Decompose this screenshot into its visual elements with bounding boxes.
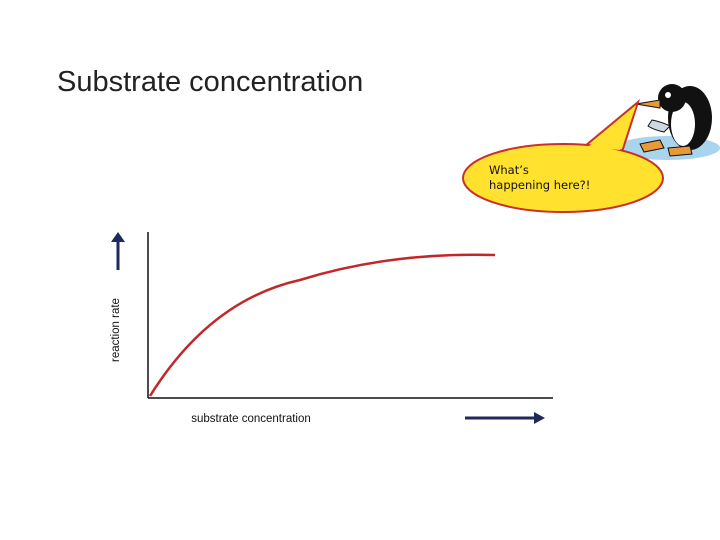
callout-text: What’s [489, 163, 529, 177]
x-arrow-head [534, 412, 545, 424]
y-arrow-head [111, 232, 125, 242]
callout-text: happening here?! [489, 178, 590, 192]
x-axis-label: substrate concentration [191, 413, 311, 425]
speech-bubble: What’s happening here?! [462, 99, 664, 213]
penguin-illustration [616, 84, 720, 160]
graph: reaction rate substrate concentration [110, 232, 553, 425]
slide-title: Substrate concentration [57, 66, 363, 98]
y-axis-label: reaction rate [110, 298, 122, 362]
curve [148, 253, 496, 397]
